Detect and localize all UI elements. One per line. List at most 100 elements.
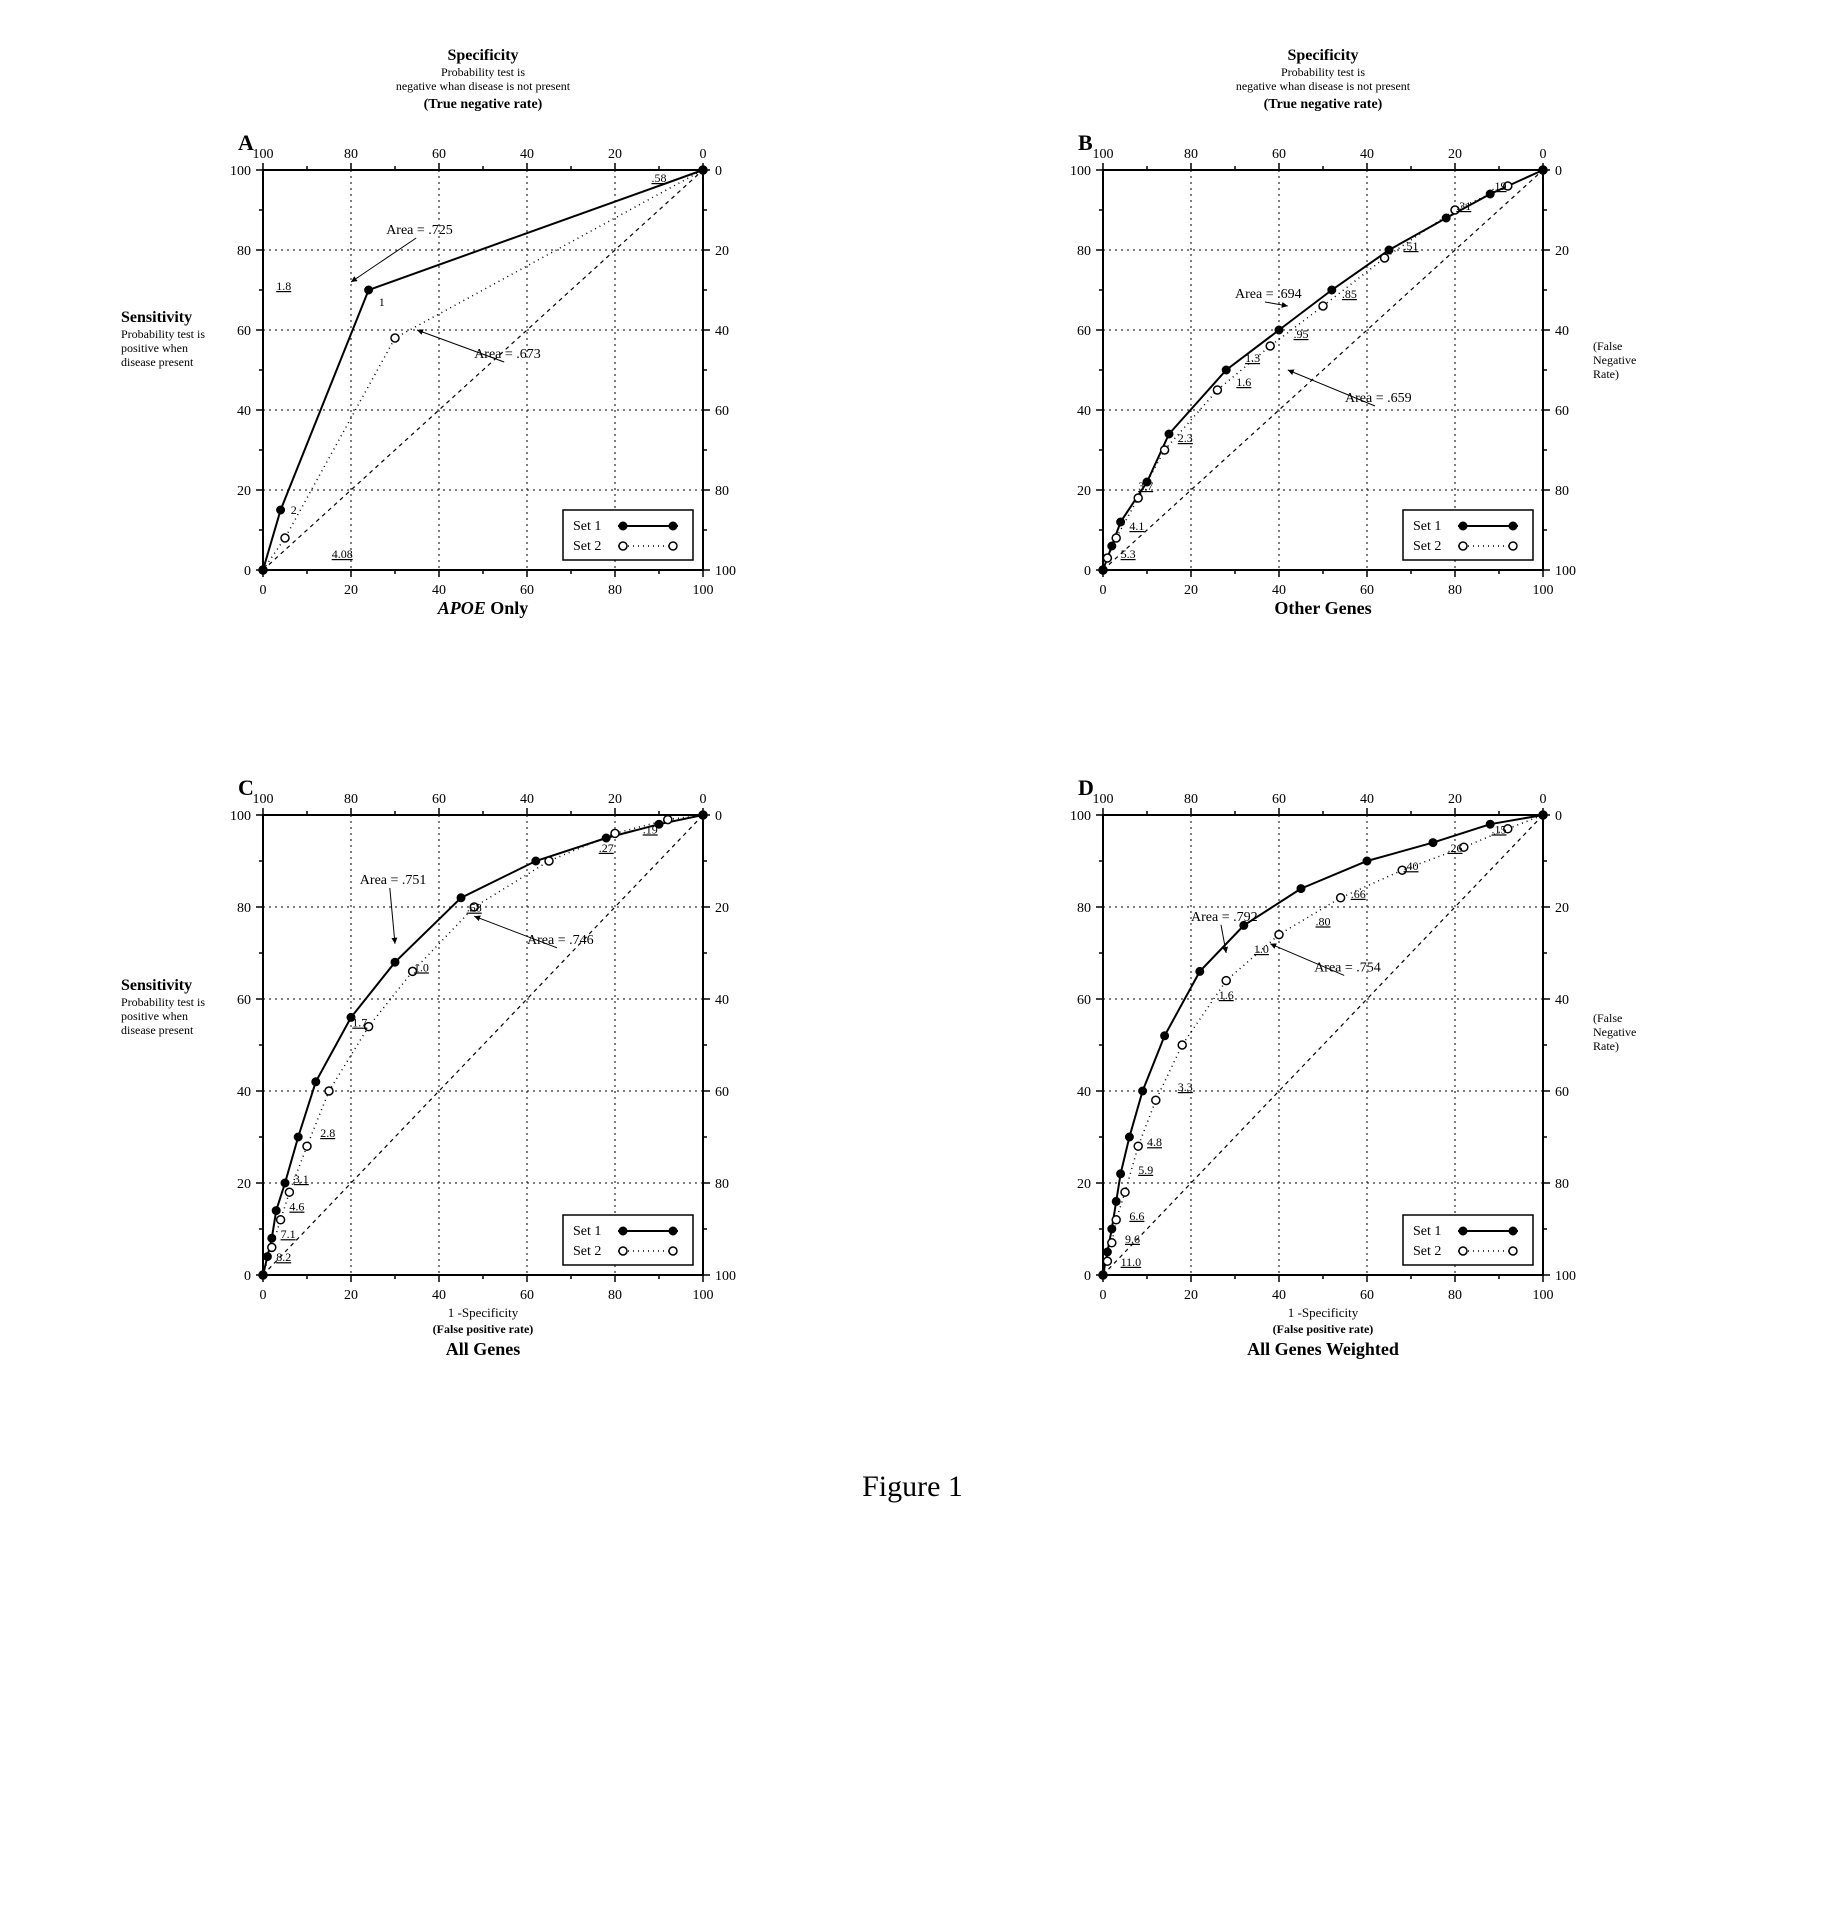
top-tick-label: 40 (1360, 147, 1374, 162)
top-tick-label: 20 (608, 147, 622, 162)
set1-point (1539, 811, 1547, 819)
point-label: .31 (1456, 199, 1471, 213)
right-tick-label: 80 (1555, 484, 1569, 499)
specificity-sub3: (True negative rate) (423, 97, 542, 112)
set2-point (1112, 534, 1120, 542)
top-tick-label: 20 (1448, 792, 1462, 807)
area-set1-label: Area = .694 (1235, 287, 1302, 302)
x-tick-label: 80 (608, 583, 622, 598)
right-tick-label: 100 (715, 564, 736, 579)
diagonal-ref (263, 815, 703, 1275)
point-label: 4.1 (1129, 519, 1144, 533)
legend-set1-label: Set 1 (1413, 519, 1441, 534)
right-tick-label: 20 (1555, 901, 1569, 916)
top-tick-label: 40 (1360, 792, 1374, 807)
y-tick-label: 0 (244, 564, 251, 579)
legend-set1-m1 (1459, 1227, 1467, 1235)
set2-point (276, 1216, 284, 1224)
point-label: 1.0 (413, 960, 428, 974)
set1-point (1165, 430, 1173, 438)
right-tick-label: 80 (715, 484, 729, 499)
top-tick-label: 80 (1184, 792, 1198, 807)
legend-set1-label: Set 1 (573, 519, 601, 534)
point-label: .19 (642, 822, 657, 836)
right-tick-label: 40 (1555, 993, 1569, 1008)
specificity-sub2: negative whan disease is not present (395, 79, 570, 93)
point-label: .58 (651, 171, 666, 185)
set1-point (1195, 967, 1203, 975)
set2-point (281, 534, 289, 542)
x-tick-label: 60 (1360, 583, 1374, 598)
point-label: 3.1 (293, 1172, 308, 1186)
right-tick-label: 20 (715, 901, 729, 916)
top-tick-label: 100 (1092, 147, 1113, 162)
right-tick-label: 80 (1555, 1177, 1569, 1192)
right-tick-label: 40 (715, 324, 729, 339)
panels-grid: Specificity Probability test is negative w… (113, 40, 1713, 1390)
set2-point (285, 1188, 293, 1196)
panel-letter: C (238, 775, 254, 800)
set1-point (259, 1271, 267, 1279)
set1-point (1327, 286, 1335, 294)
set2-point (545, 857, 553, 865)
x-tick-label: 40 (1272, 583, 1286, 598)
legend-set1-m1 (1459, 522, 1467, 530)
top-tick-label: 100 (252, 792, 273, 807)
right-tick-label: 40 (1555, 324, 1569, 339)
area-set2-label-arrow (417, 330, 504, 362)
point-label: 8.2 (276, 1250, 291, 1264)
bottom-axis-sub: (False positive rate) (432, 1322, 533, 1336)
set1-point (391, 958, 399, 966)
x-tick-label: 20 (1184, 1288, 1198, 1303)
specificity-sub2: negative whan disease is not present (1235, 79, 1410, 93)
plot-frame (1103, 815, 1543, 1275)
sensitivity-title: Sensitivity (121, 309, 192, 326)
y-tick-label: 100 (1070, 809, 1091, 824)
right-tick-label: 40 (715, 993, 729, 1008)
set2-point (303, 1142, 311, 1150)
x-tick-label: 60 (520, 1288, 534, 1303)
set1-point (531, 857, 539, 865)
set1-point (457, 894, 465, 902)
x-tick-label: 60 (520, 583, 534, 598)
point-label: .40 (1403, 859, 1418, 873)
right-tick-label: 0 (715, 809, 722, 824)
legend-set2-label: Set 2 (1413, 539, 1441, 554)
top-tick-label: 0 (699, 792, 706, 807)
fnr-l1: (False (1593, 339, 1622, 353)
legend-set2-m1 (619, 1247, 627, 1255)
point-label: .19 (1491, 179, 1506, 193)
point-label: 9.6 (1125, 1232, 1140, 1246)
sensitivity-sub1: Probability test is (121, 995, 205, 1009)
x-tick-label: 0 (259, 583, 266, 598)
set1-point (281, 1179, 289, 1187)
right-tick-label: 0 (715, 164, 722, 179)
x-tick-label: 100 (1532, 1288, 1553, 1303)
set2-point (1266, 342, 1274, 350)
legend-set2-m2 (1509, 542, 1517, 550)
panel-c: C020406080100100806040200020406080100020… (113, 745, 873, 1390)
point-label: 11.0 (1120, 1255, 1141, 1269)
panel-letter: B (1078, 130, 1093, 155)
legend-set1-m2 (1509, 1227, 1517, 1235)
top-tick-label: 100 (1092, 792, 1113, 807)
set2-point (325, 1087, 333, 1095)
y-tick-label: 100 (1070, 164, 1091, 179)
sensitivity-sub1: Probability test is (121, 327, 205, 341)
x-tick-label: 40 (1272, 1288, 1286, 1303)
set1-point (1103, 1248, 1111, 1256)
y-tick-label: 80 (1077, 244, 1091, 259)
x-tick-label: 80 (1448, 1288, 1462, 1303)
set1-point (1297, 885, 1305, 893)
y-tick-label: 40 (237, 404, 251, 419)
specificity-title: Specificity (447, 47, 518, 64)
x-tick-label: 40 (432, 1288, 446, 1303)
x-tick-label: 100 (692, 1288, 713, 1303)
set2-point (1103, 554, 1111, 562)
fnr-l2: Negative (1593, 353, 1636, 367)
specificity-sub3: (True negative rate) (1263, 97, 1382, 112)
fnr-l2: Negative (1593, 1025, 1636, 1039)
x-tick-label: 80 (608, 1288, 622, 1303)
panel-letter: D (1078, 775, 1094, 800)
set1-point (1125, 1133, 1133, 1141)
